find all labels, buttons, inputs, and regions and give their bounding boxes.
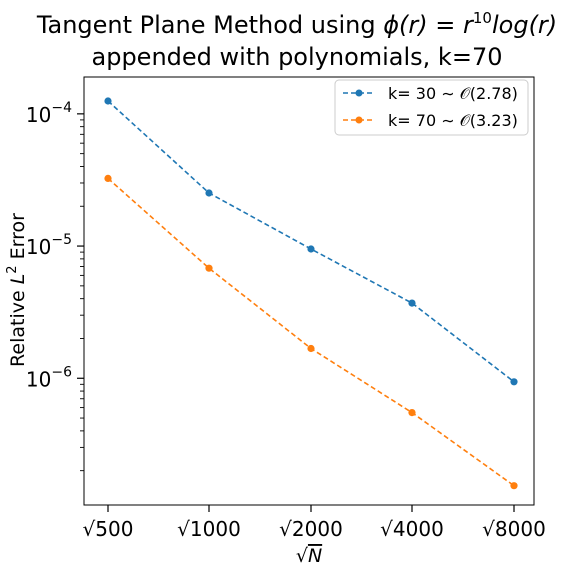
- data-point-s0-0: [104, 97, 112, 105]
- plot-area: [83, 76, 535, 506]
- data-point-s1-4: [510, 482, 518, 490]
- data-point-s0-2: [307, 245, 315, 253]
- series-layer: [104, 97, 518, 490]
- legend-label-k70: k= 70 ∼ 𝒪(3.23): [388, 111, 518, 130]
- y-tick-label: 10−6: [26, 364, 72, 391]
- legend-marker-k30: [355, 89, 363, 97]
- data-point-s0-3: [408, 299, 416, 307]
- data-point-s1-3: [408, 409, 416, 417]
- y-tick-label: 10−5: [26, 232, 72, 259]
- y-tick-label: 10−4: [26, 100, 72, 127]
- y-axis-label: Relative L2 Error: [5, 213, 29, 367]
- x-tick-label: √1000: [177, 517, 241, 541]
- x-axis-ticks: √500 √1000 √2000 √4000 √8000: [83, 505, 546, 541]
- x-tick-label: √2000: [279, 517, 343, 541]
- chart-title-line2: appended with polynomials, k=70: [92, 43, 503, 71]
- data-point-s1-1: [205, 264, 213, 272]
- y-axis-ticks: 10−4 10−5 10−6: [26, 100, 84, 472]
- x-axis-label: √N: [296, 545, 322, 567]
- data-point-s1-0: [104, 174, 112, 182]
- data-point-s1-2: [307, 344, 315, 353]
- legend-label-k30: k= 30 ∼ 𝒪(2.78): [388, 84, 518, 103]
- x-tick-label: √500: [83, 517, 134, 541]
- legend-box: [334, 79, 529, 136]
- legend-marker-k70: [355, 116, 363, 124]
- x-tick-label: √4000: [380, 517, 444, 541]
- data-point-s0-1: [205, 189, 213, 197]
- x-tick-label: √8000: [482, 517, 546, 541]
- data-point-s0-4: [510, 378, 518, 386]
- chart-title-line1: Tangent Plane Method using ϕ(r) = r10log…: [36, 9, 557, 39]
- legend: k= 30 ∼ 𝒪(2.78) k= 70 ∼ 𝒪(3.23): [334, 79, 529, 136]
